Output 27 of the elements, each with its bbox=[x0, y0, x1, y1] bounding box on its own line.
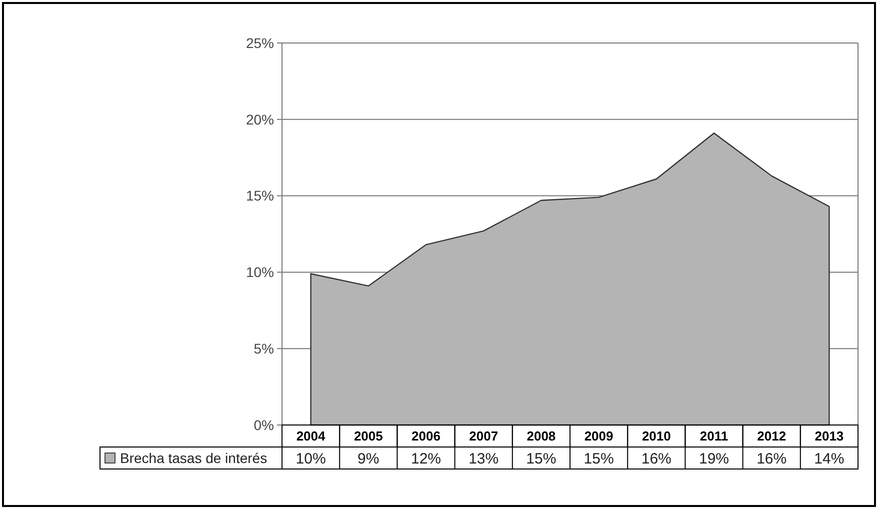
x-tick-label: 2008 bbox=[526, 428, 556, 444]
data-label: 9% bbox=[358, 450, 380, 468]
data-label: 15% bbox=[584, 450, 614, 468]
y-tick-label: 0% bbox=[254, 416, 274, 433]
x-tick-label: 2012 bbox=[757, 428, 786, 444]
data-label: 19% bbox=[698, 450, 730, 468]
y-tick-label: 20% bbox=[246, 111, 274, 128]
text: Brecha tasas de interés bbox=[120, 450, 268, 466]
x-tick-label: 2004 bbox=[296, 428, 326, 444]
y-tick-label: 10% bbox=[246, 264, 274, 280]
x-tick-label: 2011 bbox=[700, 428, 728, 444]
x-tick-label: 2006 bbox=[412, 428, 440, 444]
data-label: 13% bbox=[468, 450, 499, 468]
data-label: 14% bbox=[814, 450, 844, 468]
y-tick-label: 5% bbox=[254, 340, 274, 356]
x-tick-label: 2005 bbox=[354, 428, 383, 444]
data-label: 16% bbox=[641, 450, 672, 468]
x-tick-label: 2013 bbox=[814, 428, 844, 444]
data-label: 12% bbox=[410, 450, 442, 468]
y-tick-label: 25% bbox=[246, 34, 274, 51]
x-tick-label: 2010 bbox=[642, 428, 671, 444]
x-tick-label: 2009 bbox=[584, 428, 614, 444]
y-tick-label: 15% bbox=[246, 188, 274, 204]
x-tick-label: 2007 bbox=[469, 428, 498, 444]
data-label: 15% bbox=[526, 450, 556, 468]
data-label: 10% bbox=[296, 450, 326, 468]
data-label: 16% bbox=[756, 450, 787, 468]
